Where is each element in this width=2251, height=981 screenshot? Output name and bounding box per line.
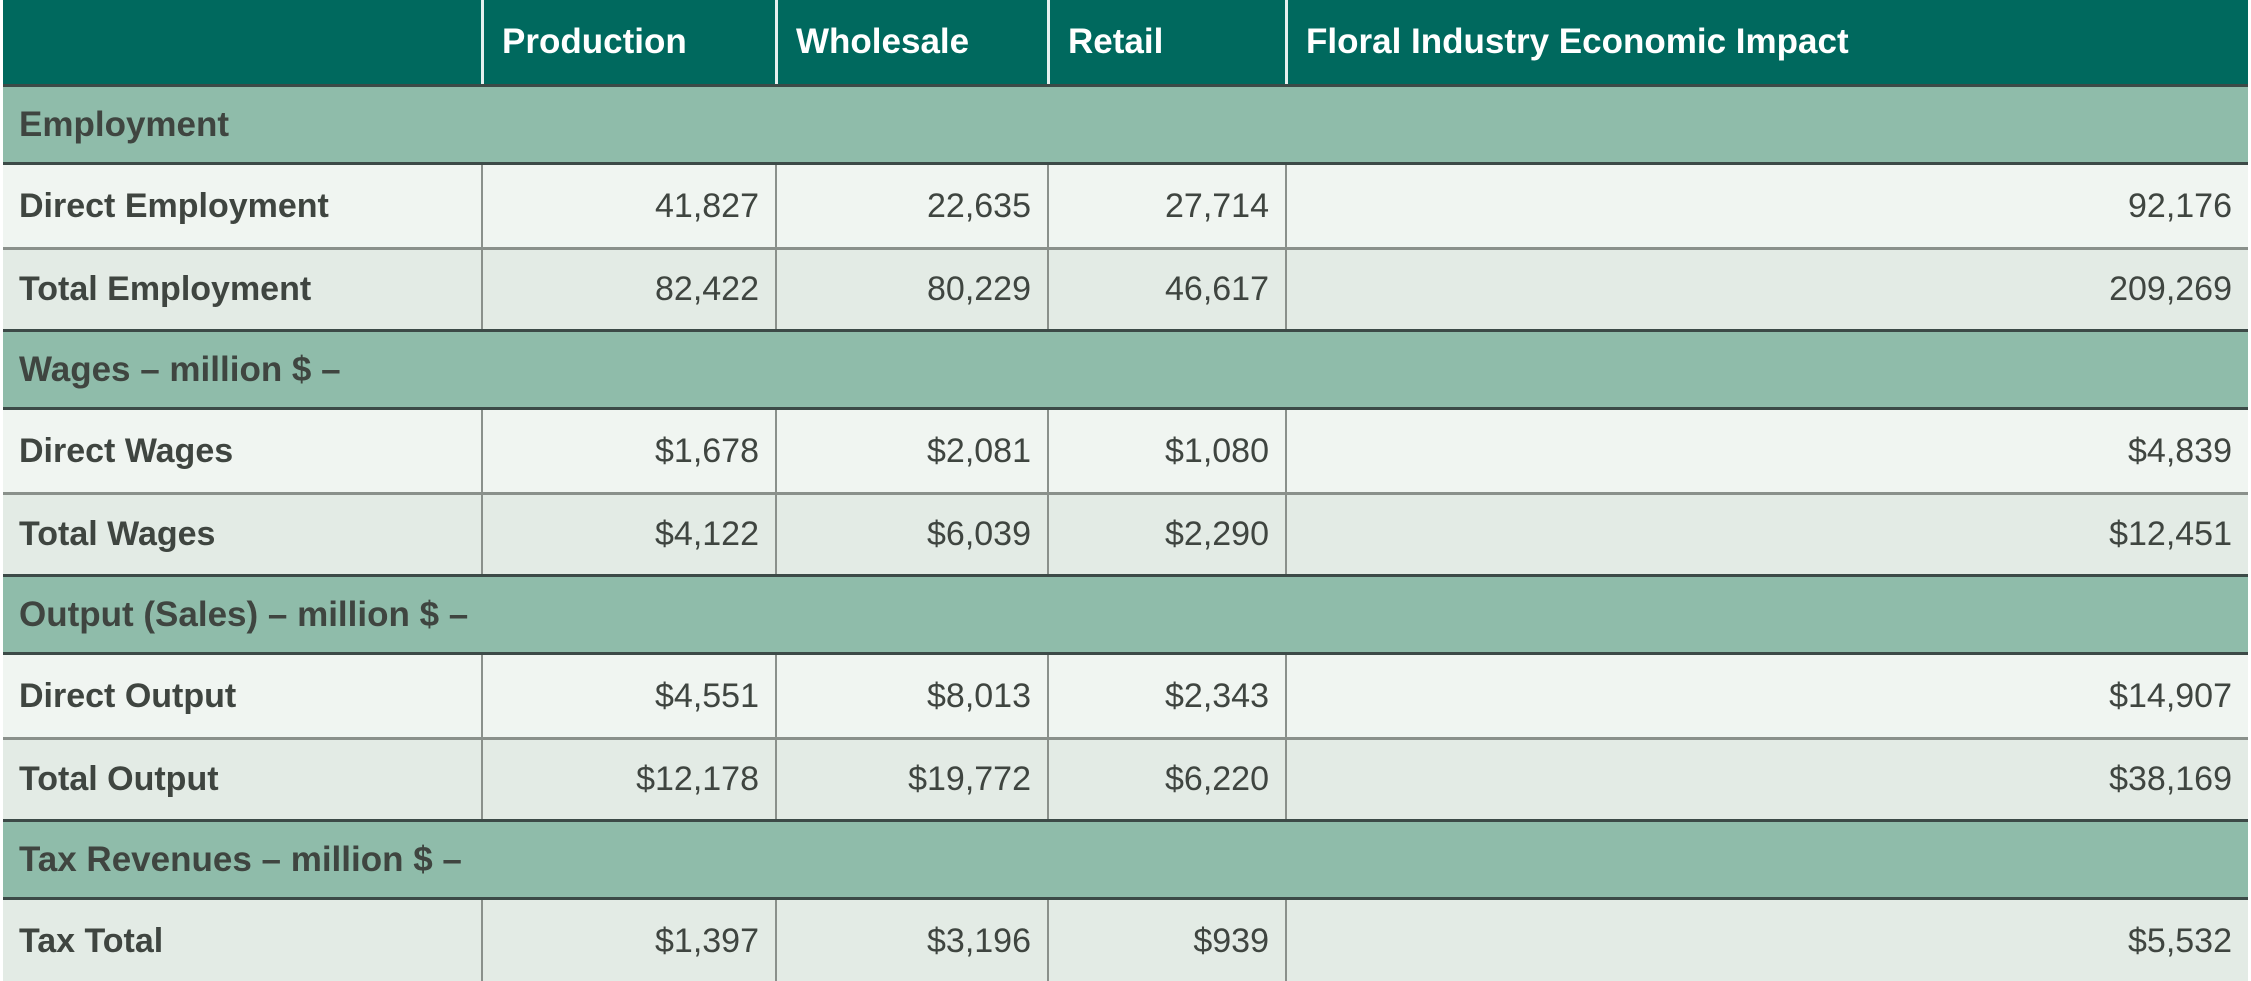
cell-retail: $939 <box>1047 900 1285 981</box>
header-wholesale: Wholesale <box>775 0 1047 84</box>
header-empty-cell <box>3 0 481 84</box>
cell-impact-total: $12,451 <box>1285 495 2248 574</box>
section-title: Output (Sales) – million $ – <box>19 594 469 634</box>
table-row-total-employment: Total Employment 82,422 80,229 46,617 20… <box>3 247 2248 329</box>
section-header-employment: Employment <box>3 84 2248 165</box>
section-title: Employment <box>19 104 230 144</box>
cell-production: 41,827 <box>481 165 775 247</box>
cell-retail: $2,290 <box>1047 495 1285 574</box>
row-label: Total Employment <box>19 270 312 308</box>
cell-wholesale: 80,229 <box>775 250 1047 329</box>
table-row-total-output: Total Output $12,178 $19,772 $6,220 $38,… <box>3 737 2248 819</box>
cell-production: $4,122 <box>481 495 775 574</box>
cell-production: 82,422 <box>481 250 775 329</box>
row-label: Tax Total <box>19 921 164 960</box>
section-title: Tax Revenues – million $ – <box>19 839 462 879</box>
cell-impact-total: 92,176 <box>1285 165 2248 247</box>
cell-impact-total: $14,907 <box>1285 655 2248 737</box>
section-title: Wages – million $ – <box>19 349 341 389</box>
row-label: Total Wages <box>19 515 216 553</box>
cell-retail: 46,617 <box>1047 250 1285 329</box>
section-header-output: Output (Sales) – million $ – <box>3 574 2248 655</box>
table-row-direct-employment: Direct Employment 41,827 22,635 27,714 9… <box>3 165 2248 247</box>
table-row-tax-total: Tax Total $1,397 $3,196 $939 $5,532 <box>3 900 2248 981</box>
cell-retail: $1,080 <box>1047 410 1285 492</box>
row-label: Direct Employment <box>19 186 329 225</box>
section-header-tax: Tax Revenues – million $ – <box>3 819 2248 900</box>
table-header-row: Production Wholesale Retail Floral Indus… <box>3 0 2248 84</box>
section-header-wages: Wages – million $ – <box>3 329 2248 410</box>
table-title: Floral Industry Economic Impact <box>1285 0 2248 84</box>
cell-impact-total: $38,169 <box>1285 740 2248 819</box>
header-production: Production <box>481 0 775 84</box>
cell-wholesale: 22,635 <box>775 165 1047 247</box>
cell-retail: 27,714 <box>1047 165 1285 247</box>
table-row-total-wages: Total Wages $4,122 $6,039 $2,290 $12,451 <box>3 492 2248 574</box>
cell-production: $12,178 <box>481 740 775 819</box>
row-label: Direct Output <box>19 676 237 715</box>
cell-production: $1,678 <box>481 410 775 492</box>
table-row-direct-output: Direct Output $4,551 $8,013 $2,343 $14,9… <box>3 655 2248 737</box>
cell-impact-total: 209,269 <box>1285 250 2248 329</box>
table-row-direct-wages: Direct Wages $1,678 $2,081 $1,080 $4,839 <box>3 410 2248 492</box>
cell-retail: $2,343 <box>1047 655 1285 737</box>
cell-wholesale: $8,013 <box>775 655 1047 737</box>
header-retail: Retail <box>1047 0 1285 84</box>
cell-wholesale: $2,081 <box>775 410 1047 492</box>
row-label: Direct Wages <box>19 431 234 470</box>
row-label: Total Output <box>19 760 219 798</box>
economic-impact-table: Production Wholesale Retail Floral Indus… <box>3 0 2248 981</box>
cell-production: $4,551 <box>481 655 775 737</box>
cell-impact-total: $4,839 <box>1285 410 2248 492</box>
cell-retail: $6,220 <box>1047 740 1285 819</box>
cell-production: $1,397 <box>481 900 775 981</box>
cell-wholesale: $6,039 <box>775 495 1047 574</box>
cell-impact-total: $5,532 <box>1285 900 2248 981</box>
cell-wholesale: $3,196 <box>775 900 1047 981</box>
cell-wholesale: $19,772 <box>775 740 1047 819</box>
